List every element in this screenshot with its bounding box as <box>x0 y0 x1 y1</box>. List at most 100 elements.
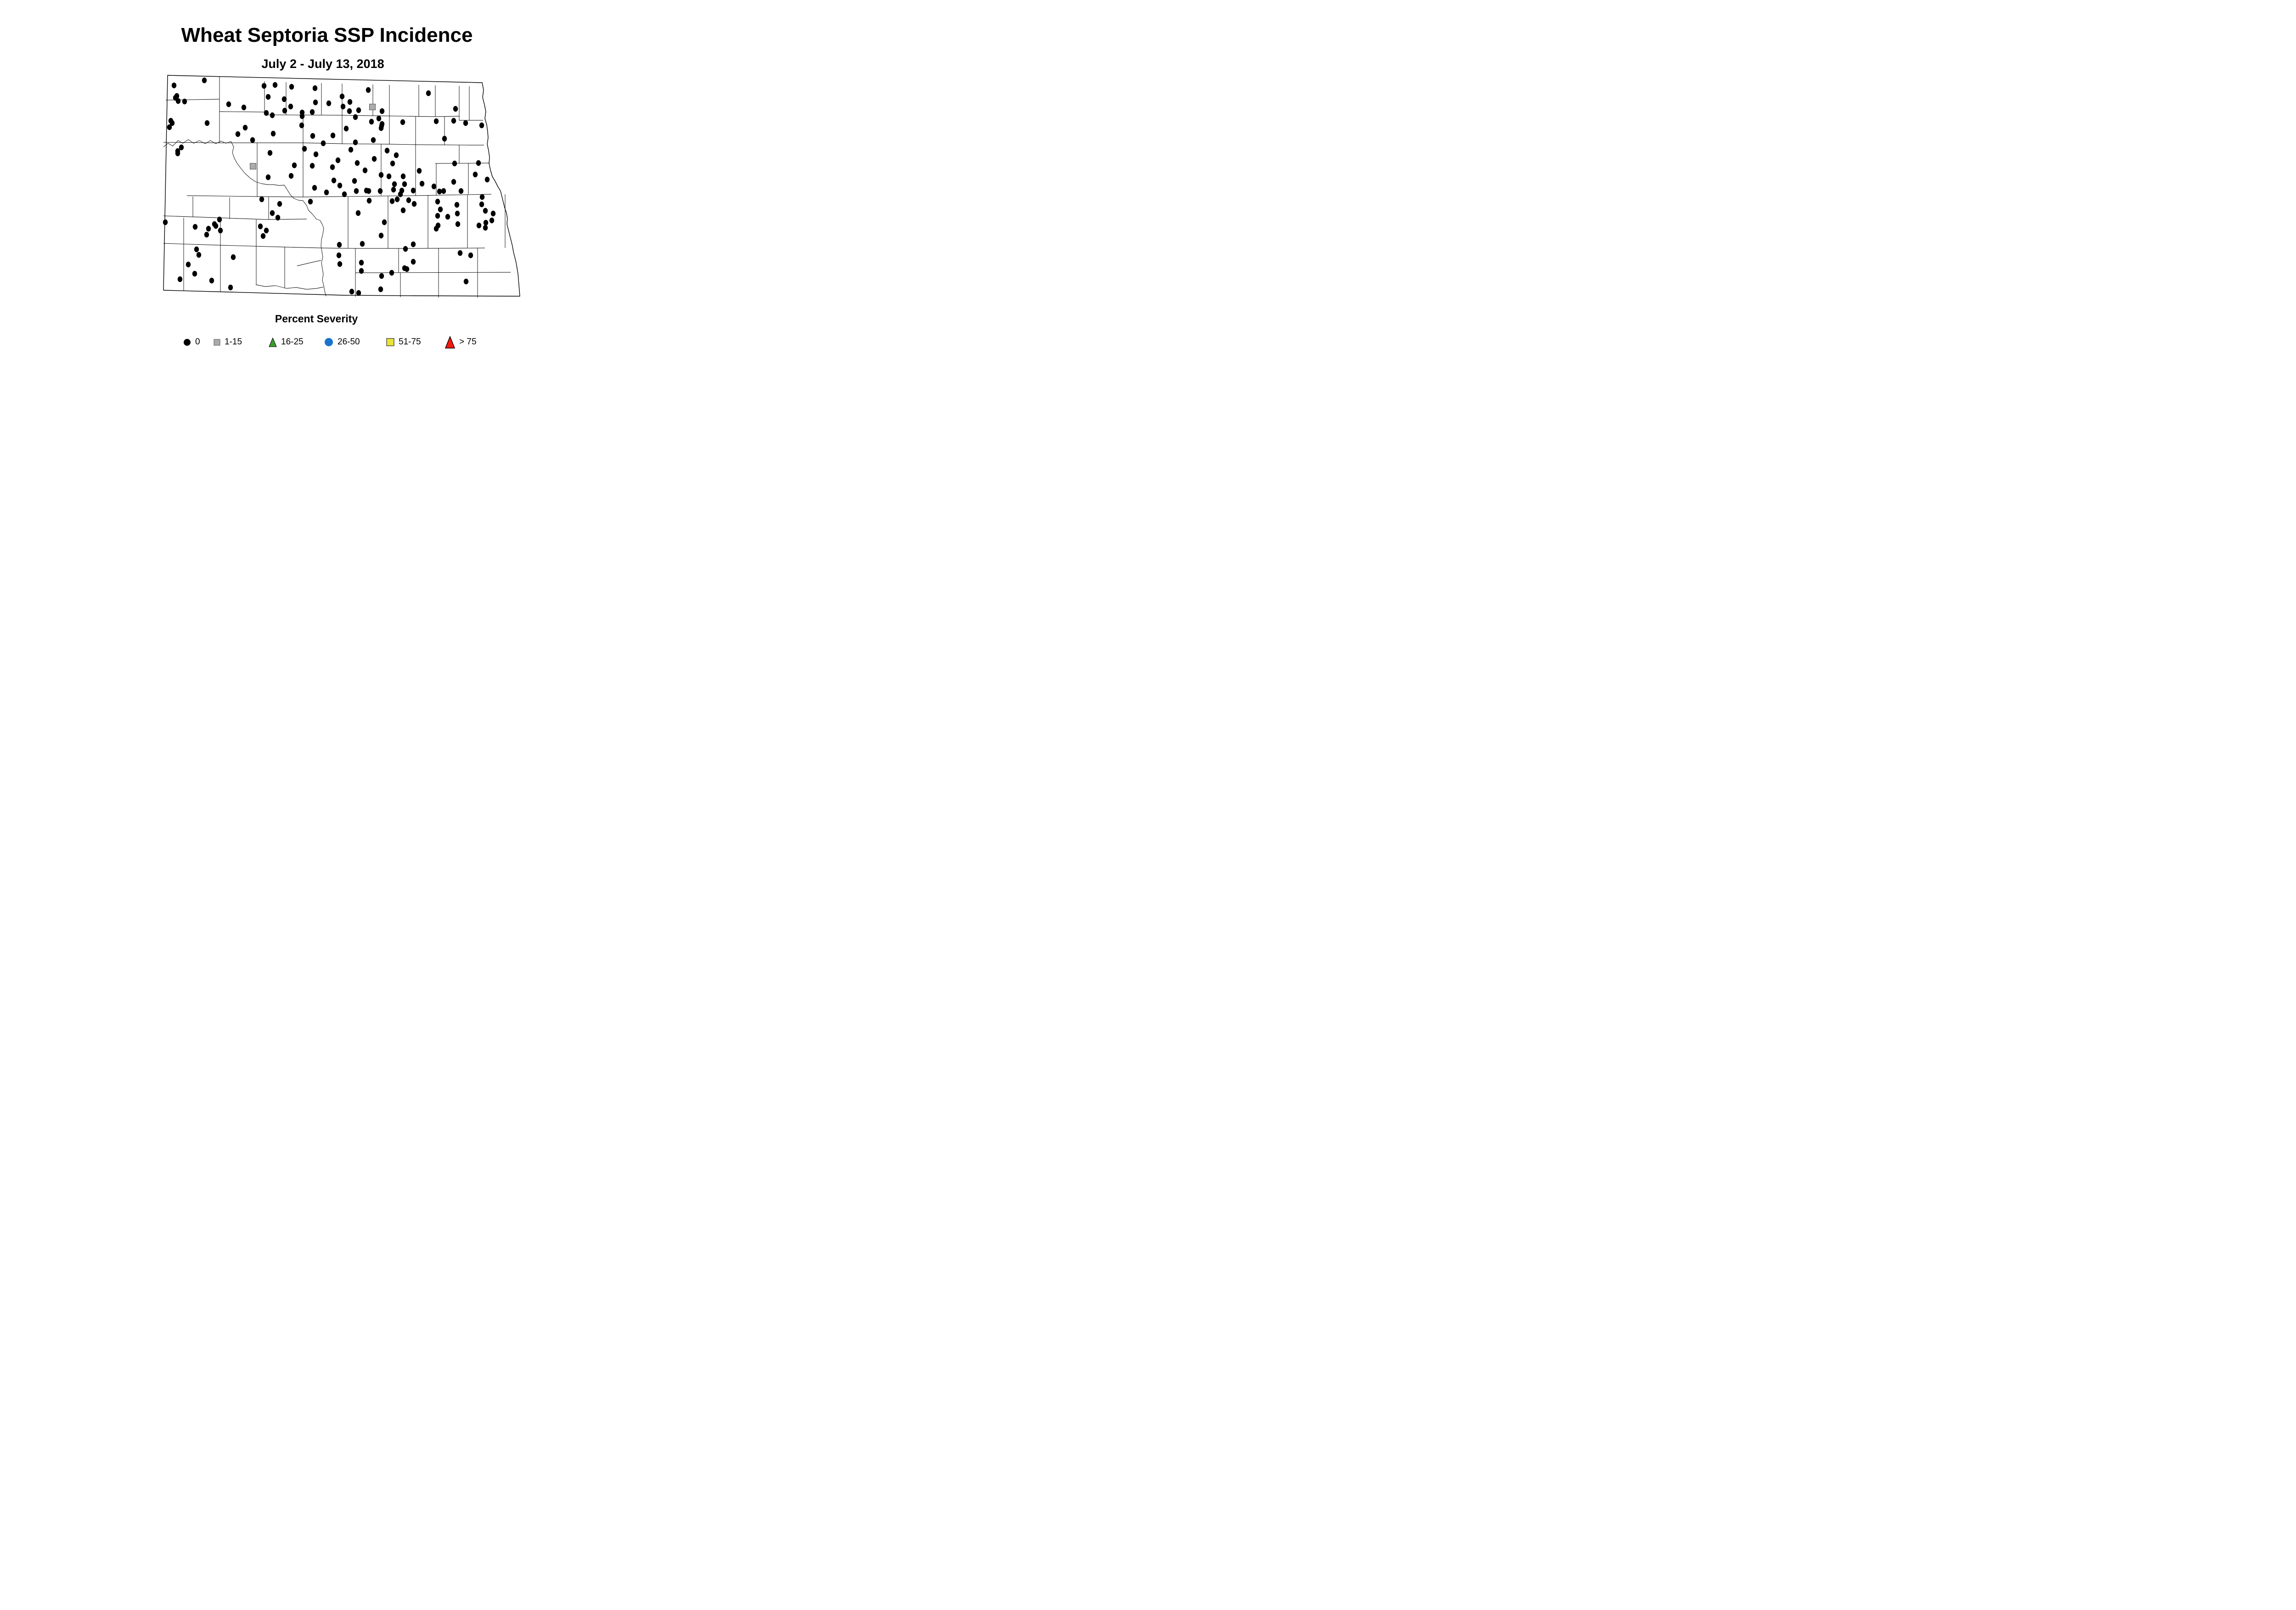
map-point-severity-0 <box>437 188 442 195</box>
map-point-severity-0 <box>206 225 211 232</box>
map-point-severity-0 <box>310 109 315 115</box>
map-point-severity-0 <box>347 99 353 105</box>
map-point-severity-0 <box>330 164 335 170</box>
map-point-severity-0 <box>378 172 384 178</box>
map-point-severity-0 <box>353 114 358 120</box>
map-point-severity-0 <box>390 160 395 167</box>
map-point-severity-0 <box>324 189 329 196</box>
map-point-severity-0 <box>356 107 361 113</box>
map-point-severity-0 <box>416 168 422 174</box>
legend-label-51-75: 51-75 <box>399 337 421 347</box>
map-point-severity-0 <box>473 171 478 178</box>
map-point-severity-0 <box>339 93 345 100</box>
map-point-severity-0 <box>382 219 387 225</box>
map-point-severity-0 <box>392 181 397 187</box>
map-point-severity-0 <box>288 103 293 110</box>
map-point-severity-0 <box>391 186 396 193</box>
map-point-severity-0 <box>179 144 184 151</box>
map-point-severity-0 <box>204 231 209 238</box>
map-point-severity-0 <box>355 210 361 216</box>
map-point-severity-0 <box>384 147 390 154</box>
map-point-severity-0 <box>483 225 488 231</box>
map-point-severity-0 <box>167 124 172 130</box>
map-point-severity-0 <box>355 160 360 166</box>
map-point-severity-0 <box>264 227 269 234</box>
map-point-severity-0 <box>343 125 349 132</box>
map-point-severity-0 <box>386 173 392 180</box>
map-point-severity-0 <box>194 246 199 253</box>
county-boundary <box>163 142 484 146</box>
legend-label-0: 0 <box>195 337 200 347</box>
map-point-severity-0 <box>250 137 255 143</box>
map-point-severity-0 <box>483 208 488 214</box>
map-point-severity-0 <box>378 286 383 293</box>
map-point-severity-0 <box>376 115 382 122</box>
map-point-severity-0 <box>379 108 385 114</box>
map-point-severity-0 <box>169 120 175 126</box>
map-point-severity-0 <box>270 130 276 137</box>
map-point-severity-0 <box>264 110 269 116</box>
map-point-severity-0 <box>330 132 336 139</box>
map-point-severity-0 <box>347 108 352 114</box>
map-point-severity-0 <box>204 120 210 126</box>
map-point-severity-0 <box>490 210 496 217</box>
map-point-severity-0 <box>394 152 399 158</box>
legend-item-26-50: 26-50 <box>324 336 360 348</box>
map-point-severity-0 <box>312 85 318 91</box>
map-point-severity-0 <box>479 122 484 129</box>
map-point-severity-0 <box>389 270 394 276</box>
map-point-severity-0 <box>366 87 371 93</box>
map-point-severity-0 <box>281 96 287 102</box>
map-point-severity-0 <box>282 107 287 114</box>
map-point-severity-0 <box>231 254 236 260</box>
map-point-severity-0 <box>479 201 484 208</box>
map-point-severity-0 <box>335 157 341 163</box>
map-point-severity-0 <box>228 284 233 291</box>
map-point-severity-0 <box>458 188 464 194</box>
map-point-severity-0 <box>452 160 457 167</box>
legend-label-16-25: 16-25 <box>281 337 304 347</box>
map-point-severity-0 <box>349 288 355 295</box>
map-point-severity-0 <box>177 276 183 282</box>
map-point-severity-0 <box>260 233 266 239</box>
map-point-severity-0 <box>313 151 319 158</box>
legend-label-gt75: > 75 <box>459 337 477 347</box>
map-point-severity-0 <box>406 197 411 203</box>
black-dot-icon <box>184 338 191 346</box>
map-point-severity-0 <box>270 210 275 216</box>
map-point-severity-0 <box>261 83 267 89</box>
map-point-severity-115 <box>369 104 376 110</box>
map-point-severity-0 <box>411 259 416 265</box>
yellow-square-icon <box>386 338 394 346</box>
map-point-severity-115 <box>250 163 256 169</box>
nd-county-map <box>163 75 520 298</box>
map-point-severity-0 <box>182 98 187 105</box>
map-point-severity-0 <box>196 252 202 258</box>
map-point-severity-0 <box>411 187 416 194</box>
map-point-severity-0 <box>337 261 343 267</box>
map-point-severity-0 <box>468 252 473 259</box>
map-point-severity-0 <box>275 214 281 221</box>
map-point-severity-0 <box>241 104 247 111</box>
map-point-severity-0 <box>371 137 376 143</box>
map-point-severity-0 <box>321 140 326 146</box>
map-point-severity-0 <box>378 125 384 131</box>
map-point-severity-0 <box>308 198 313 205</box>
map-point-severity-0 <box>371 156 377 162</box>
legend-title: Percent Severity <box>275 313 358 325</box>
map-point-severity-0 <box>235 131 241 137</box>
map-point-severity-0 <box>442 135 447 142</box>
map-point-severity-0 <box>400 119 405 125</box>
map-point-severity-0 <box>400 173 406 180</box>
map-point-severity-0 <box>457 250 463 256</box>
river-line <box>297 260 321 266</box>
map-point-severity-0 <box>453 106 458 112</box>
map-point-severity-0 <box>202 77 207 84</box>
map-point-severity-0 <box>192 224 198 230</box>
map-point-severity-0 <box>352 178 357 184</box>
map-point-severity-0 <box>337 182 343 189</box>
map-point-severity-0 <box>484 176 490 183</box>
map-point-severity-0 <box>398 191 403 197</box>
map-point-severity-0 <box>426 90 431 96</box>
chart-title: Wheat Septoria SSP Incidence <box>181 24 473 46</box>
